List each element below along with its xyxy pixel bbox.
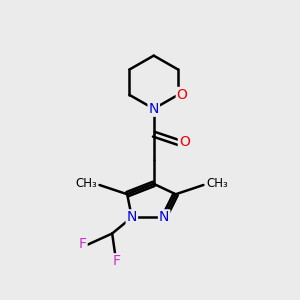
Text: F: F	[79, 237, 87, 251]
Text: N: N	[148, 102, 159, 116]
Text: CH₃: CH₃	[206, 177, 228, 190]
Text: O: O	[179, 135, 190, 148]
Text: F: F	[113, 254, 121, 268]
Text: O: O	[177, 88, 188, 102]
Text: N: N	[159, 210, 169, 224]
Text: CH₃: CH₃	[75, 177, 97, 190]
Text: N: N	[127, 210, 137, 224]
